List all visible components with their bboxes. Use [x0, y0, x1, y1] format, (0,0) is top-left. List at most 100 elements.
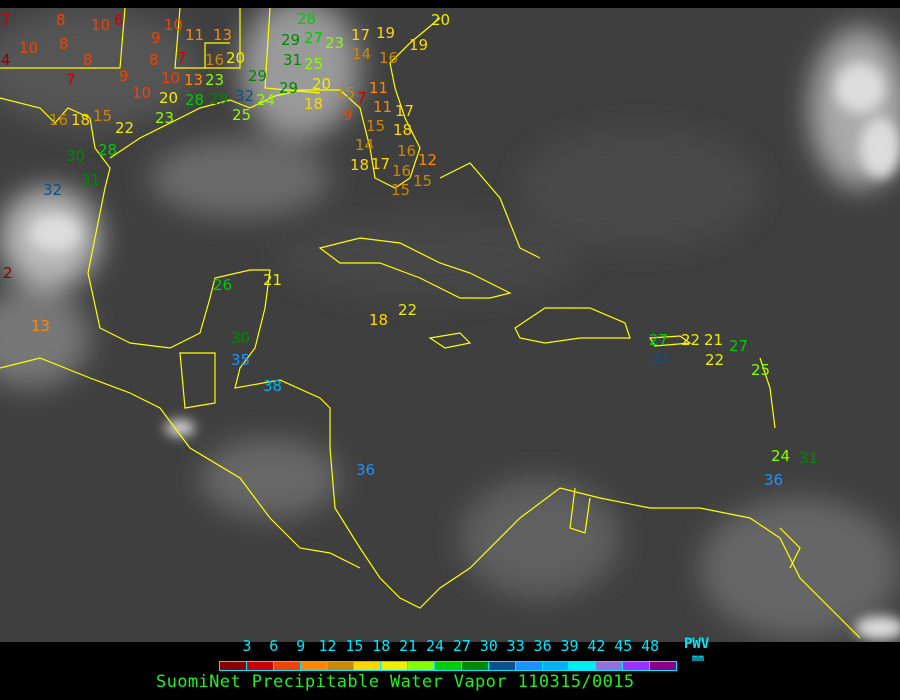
station-pwv-label: 4	[1, 51, 11, 69]
station-pwv-label: 18	[350, 156, 369, 174]
legend-unit-label: PWV	[684, 636, 710, 652]
station-pwv-label: 9	[151, 29, 161, 47]
legend-tick: 6	[269, 637, 279, 655]
station-pwv-label: 23	[325, 34, 344, 52]
legend-tick: 48	[641, 637, 660, 655]
station-pwv-label: 9	[119, 67, 129, 85]
station-pwv-label: 10	[161, 69, 180, 87]
station-pwv-label: 31	[799, 449, 818, 467]
colorbar-swatch	[542, 662, 569, 670]
station-pwv-label: 22	[681, 331, 700, 349]
station-pwv-label: 29	[279, 79, 298, 97]
station-pwv-label: 29	[209, 90, 228, 108]
station-pwv-label: 6	[114, 11, 124, 29]
station-pwv-label: 27	[649, 331, 668, 349]
station-pwv-label: 10	[164, 16, 183, 34]
colorbar-swatch	[596, 662, 623, 670]
station-pwv-label: 28	[297, 10, 316, 28]
legend-tick: 24	[426, 637, 445, 655]
station-pwv-label: 17	[371, 155, 390, 173]
station-pwv-label: 17	[395, 102, 414, 120]
legend-tick: 21	[399, 637, 418, 655]
cloud-highlights	[30, 63, 900, 640]
station-pwv-label: 8	[59, 35, 69, 53]
station-pwv-label: 29	[248, 67, 267, 85]
station-pwv-label: 2	[3, 264, 13, 282]
colorbar-swatch	[488, 662, 515, 670]
station-pwv-label: 23	[205, 71, 224, 89]
station-pwv-label: 15	[366, 117, 385, 135]
colorbar-swatch	[515, 662, 542, 670]
station-pwv-label: 13	[213, 26, 232, 44]
station-pwv-label: 36	[356, 461, 375, 479]
colorbar-swatch	[381, 662, 408, 670]
station-pwv-label: 27	[729, 337, 748, 355]
station-pwv-label: 26	[213, 276, 232, 294]
station-pwv-label: 8	[56, 11, 66, 29]
station-pwv-label: 19	[376, 24, 395, 42]
station-pwv-label: 16	[205, 51, 224, 69]
station-pwv-label: 7	[1, 11, 11, 29]
legend-tick-labels: 3 6 9 12 15 18 21 24 27 30 33 36 39 42 45 48	[222, 637, 682, 655]
colorbar-swatch	[300, 662, 327, 670]
station-pwv-label: 16	[392, 162, 411, 180]
station-pwv-label: 17	[351, 26, 370, 44]
station-pwv-label: 24	[771, 447, 790, 465]
station-pwv-label: 20	[159, 89, 178, 107]
legend-tick: 12	[318, 637, 337, 655]
station-pwv-label: 32	[43, 181, 62, 199]
legend-tick: 30	[479, 637, 498, 655]
station-pwv-label: 28	[98, 141, 117, 159]
station-pwv-label: 32	[651, 350, 670, 368]
colorbar-swatch	[273, 662, 300, 670]
station-pwv-label: 23	[155, 109, 174, 127]
station-pwv-label: 22	[705, 351, 724, 369]
station-pwv-label: 24	[256, 91, 275, 109]
station-pwv-label: 20	[226, 49, 245, 67]
legend-tick: 18	[372, 637, 391, 655]
pwv-colorbar	[219, 661, 677, 671]
station-pwv-label: 18	[393, 121, 412, 139]
station-pwv-label: 13	[184, 71, 203, 89]
colorbar-swatch	[354, 662, 381, 670]
station-pwv-label: 9	[343, 106, 353, 124]
legend-tick: 27	[452, 637, 471, 655]
legend-tick: 15	[345, 637, 364, 655]
colorbar-swatch	[650, 662, 676, 670]
legend-unit: mm	[692, 653, 705, 664]
station-pwv-label: 36	[764, 471, 783, 489]
station-pwv-label: 30	[231, 329, 250, 347]
station-pwv-label: 32	[235, 87, 254, 105]
colorbar-swatch	[461, 662, 488, 670]
station-pwv-label: 10	[132, 84, 151, 102]
station-pwv-label: 15	[336, 84, 355, 102]
colorbar-swatch	[569, 662, 596, 670]
legend-tick: 42	[587, 637, 606, 655]
station-pwv-label: 7	[66, 71, 76, 89]
station-pwv-label: 31	[81, 171, 100, 189]
station-pwv-label: 25	[232, 106, 251, 124]
station-pwv-label: 13	[31, 317, 50, 335]
legend-tick: 33	[506, 637, 525, 655]
station-pwv-label: 22	[398, 301, 417, 319]
colorbar-swatch	[220, 662, 246, 670]
station-pwv-label: 15	[391, 181, 410, 199]
station-pwv-label: 21	[263, 271, 282, 289]
station-pwv-label: 21	[704, 331, 723, 349]
station-pwv-label: 11	[185, 26, 204, 44]
station-pwv-label: 20	[431, 11, 450, 29]
station-pwv-label: 25	[304, 55, 323, 73]
station-pwv-label: 28	[185, 91, 204, 109]
map-caption: SuomiNet Precipitable Water Vapor 110315…	[156, 672, 635, 692]
station-pwv-label: 11	[373, 98, 392, 116]
station-pwv-label: 27	[304, 29, 323, 47]
station-pwv-label: 19	[409, 36, 428, 54]
legend-tick: 36	[533, 637, 552, 655]
colorbar-swatch	[327, 662, 354, 670]
station-pwv-label: 8	[83, 51, 93, 69]
station-pwv-label: 12	[418, 151, 437, 169]
station-pwv-label: 10	[19, 39, 38, 57]
